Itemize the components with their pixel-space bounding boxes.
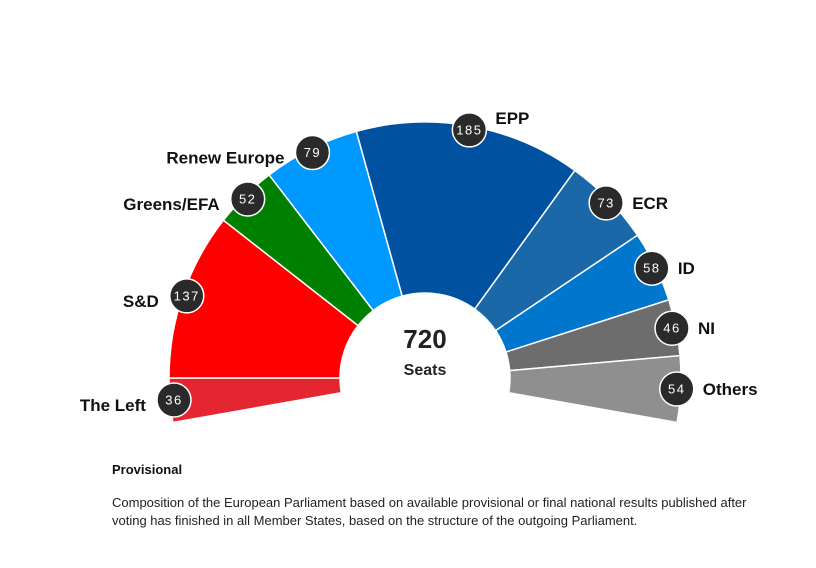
seat-count-sandd: 137 xyxy=(174,288,200,303)
hemicycle-slices xyxy=(168,121,682,424)
seat-badge-ni: 46 xyxy=(654,310,690,346)
seat-count-ni: 46 xyxy=(663,321,680,336)
party-label-the-left: The Left xyxy=(80,396,146,415)
party-label-sandd: S&D xyxy=(123,292,159,311)
slice-epp xyxy=(355,121,576,311)
slice-the-left xyxy=(168,377,343,424)
party-label-epp: EPP xyxy=(495,109,529,128)
seat-badge-ecr: 73 xyxy=(588,185,624,221)
seat-badges: 36 137 52 79 185 73 58 46 54 xyxy=(156,112,695,418)
seat-count-id: 58 xyxy=(643,261,660,276)
party-label-renew-europe: Renew Europe xyxy=(166,149,284,168)
seat-count-ecr: 73 xyxy=(597,195,614,210)
party-labels: The Left S&D Greens/EFA Renew Europe EPP ECR I… xyxy=(80,109,758,415)
seat-badge-the-left: 36 xyxy=(156,382,192,418)
party-label-ni: NI xyxy=(698,319,715,338)
seat-badge-circle xyxy=(169,278,205,314)
total-seats-label: Seats xyxy=(404,362,447,379)
seat-badge-sandd: 137 xyxy=(169,278,205,314)
seat-badge-circle xyxy=(634,250,670,286)
party-label-id: ID xyxy=(678,259,695,278)
seat-count-renew-europe: 79 xyxy=(304,145,321,160)
seat-count-epp: 185 xyxy=(456,122,482,137)
party-label-greens-efa: Greens/EFA xyxy=(123,195,219,214)
seat-badge-renew-europe: 79 xyxy=(294,134,331,171)
seat-badge-epp: 185 xyxy=(451,112,488,148)
seat-badge-others: 54 xyxy=(659,371,695,407)
slice-sandd xyxy=(168,219,360,379)
provisional-description: Composition of the European Parliament b… xyxy=(112,495,747,528)
seat-badge-circle xyxy=(229,181,266,217)
seat-badge-circle xyxy=(451,112,488,148)
seat-badge-greens-efa: 52 xyxy=(229,181,266,217)
total-seats-value: 720 xyxy=(403,324,446,354)
seat-badge-circle xyxy=(659,371,695,407)
seat-count-others: 54 xyxy=(668,381,685,396)
seat-count-greens-efa: 52 xyxy=(239,191,256,206)
seat-count-the-left: 36 xyxy=(165,392,182,407)
seat-badge-circle xyxy=(156,382,192,418)
seat-badge-id: 58 xyxy=(634,250,670,286)
party-label-others: Others xyxy=(703,380,758,399)
party-label-ecr: ECR xyxy=(632,194,668,213)
provisional-heading: Provisional xyxy=(112,462,183,477)
seat-badge-circle xyxy=(294,134,331,171)
seat-badge-circle xyxy=(588,185,624,221)
parliament-hemicycle-chart: The Left S&D Greens/EFA Renew Europe EPP ECR I… xyxy=(80,109,758,424)
seat-badge-circle xyxy=(654,310,690,346)
